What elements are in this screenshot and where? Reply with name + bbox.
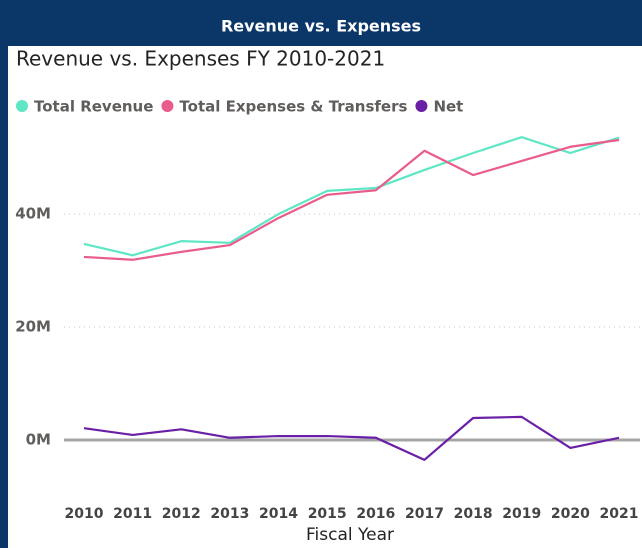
- legend-label: Total Expenses & Transfers: [179, 98, 407, 116]
- header-bar: [0, 0, 642, 46]
- y-tick-label: 40M: [15, 205, 51, 223]
- legend-label: Total Revenue: [34, 98, 153, 116]
- y-tick-label: 20M: [15, 318, 51, 336]
- x-tick-label: 2017: [405, 506, 444, 522]
- x-tick-label: 2013: [210, 506, 249, 522]
- y-tick-label: 0M: [26, 431, 51, 449]
- x-tick-label: 2016: [356, 506, 395, 522]
- x-tick-label: 2010: [65, 506, 104, 522]
- x-tick-label: 2012: [162, 506, 201, 522]
- legend-marker: [415, 100, 428, 112]
- x-tick-label: 2021: [600, 506, 639, 522]
- x-tick-label: 2019: [502, 506, 541, 522]
- legend-marker: [16, 100, 28, 112]
- x-axis-title: Fiscal Year: [306, 525, 394, 545]
- x-tick-label: 2014: [259, 506, 298, 522]
- x-tick-label: 2011: [113, 506, 152, 522]
- header-title: Revenue vs. Expenses: [221, 17, 421, 36]
- legend-marker: [161, 100, 174, 112]
- left-border: [0, 46, 8, 548]
- x-tick-label: 2018: [454, 506, 493, 522]
- x-tick-label: 2015: [308, 506, 347, 522]
- legend-label: Net: [433, 98, 463, 116]
- chart-title: Revenue vs. Expenses FY 2010-2021: [16, 47, 385, 71]
- series-line: [83, 136, 620, 257]
- series-line: [83, 415, 620, 461]
- x-tick-label: 2020: [551, 506, 590, 522]
- series-line: [83, 138, 620, 261]
